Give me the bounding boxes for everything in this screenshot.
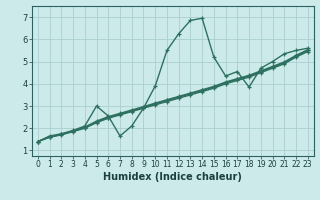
X-axis label: Humidex (Indice chaleur): Humidex (Indice chaleur) [103, 172, 242, 182]
